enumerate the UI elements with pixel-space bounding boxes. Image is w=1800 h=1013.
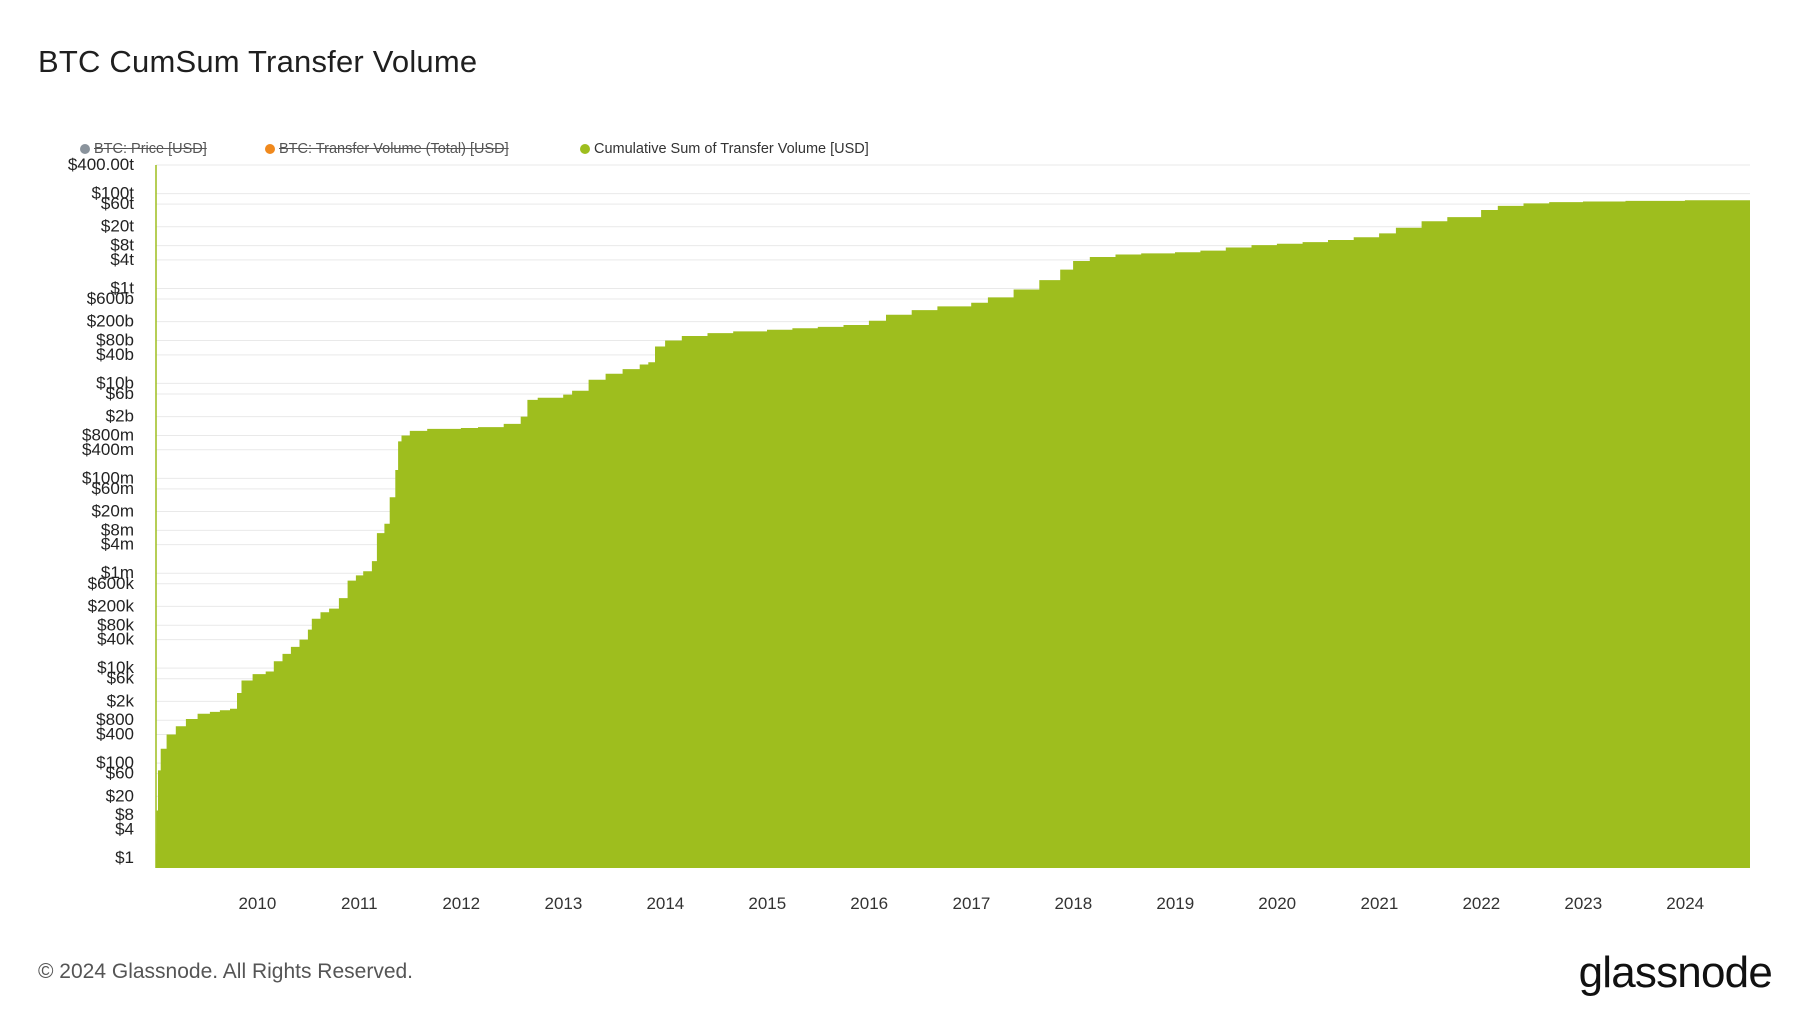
y-tick-label: $4t bbox=[110, 250, 134, 269]
x-tick-label: 2021 bbox=[1361, 894, 1399, 913]
legend-transfer-volume-label: BTC: Transfer Volume (Total) [USD] bbox=[279, 141, 509, 157]
x-tick-label: 2024 bbox=[1666, 894, 1704, 913]
legend-item-price[interactable]: BTC: Price [USD] bbox=[80, 141, 207, 157]
legend-item-cumulative-sum[interactable]: Cumulative Sum of Transfer Volume [USD] bbox=[580, 141, 869, 157]
y-tick-label: $100 bbox=[96, 753, 134, 772]
x-tick-label: 2013 bbox=[545, 894, 583, 913]
legend-price-label: BTC: Price [USD] bbox=[94, 141, 207, 157]
cumulative-volume-area bbox=[156, 199, 1750, 869]
copyright-notice: © 2024 Glassnode. All Rights Reserved. bbox=[38, 960, 414, 983]
x-tick-label: 2016 bbox=[850, 894, 888, 913]
y-tick-label: $60 bbox=[106, 764, 134, 783]
y-tick-label: $40k bbox=[97, 630, 134, 649]
y-tick-label: $2b bbox=[106, 407, 134, 426]
x-tick-label: 2012 bbox=[442, 894, 480, 913]
y-tick-label: $6b bbox=[106, 384, 134, 403]
legend-cumulative-sum-marker bbox=[580, 144, 590, 154]
x-tick-label: 2015 bbox=[748, 894, 786, 913]
x-tick-label: 2023 bbox=[1564, 894, 1602, 913]
y-tick-label: $20t bbox=[101, 217, 134, 236]
y-tick-label: $400 bbox=[96, 725, 134, 744]
y-tick-label: $100m bbox=[82, 468, 134, 487]
y-tick-label: $10b bbox=[96, 373, 134, 392]
y-tick-label: $1 bbox=[115, 848, 134, 867]
x-tick-label: 2014 bbox=[646, 894, 684, 913]
y-tick-label: $60m bbox=[91, 479, 134, 498]
y-tick-label: $2k bbox=[107, 691, 135, 710]
y-tick-label: $10k bbox=[97, 658, 134, 677]
x-tick-label: 2011 bbox=[341, 894, 378, 913]
y-tick-label: $1m bbox=[101, 563, 134, 582]
x-axis-ticks: 2010 2011 2012 2013 2014 2015 2016 2017 2018 2019… bbox=[238, 894, 1704, 913]
y-tick-label: $200b bbox=[87, 312, 134, 331]
y-tick-label: $800m bbox=[82, 425, 134, 444]
y-tick-label: $100t bbox=[91, 184, 134, 203]
y-tick-label: $1t bbox=[110, 278, 134, 297]
y-tick-label: $600b bbox=[87, 289, 134, 308]
y-tick-label: $4m bbox=[101, 535, 134, 554]
y-tick-label: $20m bbox=[91, 502, 134, 521]
y-tick-label: $20 bbox=[106, 786, 134, 805]
x-tick-label: 2022 bbox=[1462, 894, 1500, 913]
chart-title: BTC CumSum Transfer Volume bbox=[38, 44, 478, 79]
y-tick-label: $400.00t bbox=[68, 155, 134, 174]
y-tick-label: $600k bbox=[88, 574, 135, 593]
x-tick-label: 2017 bbox=[953, 894, 991, 913]
x-tick-label: 2010 bbox=[238, 894, 276, 913]
x-tick-label: 2018 bbox=[1054, 894, 1092, 913]
y-tick-label: $6k bbox=[107, 669, 135, 688]
legend-price-marker bbox=[80, 144, 90, 154]
y-axis-ticks: $400.00t $100t$60t $20t$8t$4t $1t$600b $200b… bbox=[68, 155, 135, 867]
y-tick-label: $200k bbox=[88, 596, 135, 615]
y-tick-label: $4 bbox=[115, 819, 134, 838]
x-tick-label: 2020 bbox=[1258, 894, 1296, 913]
y-tick-label: $60t bbox=[101, 194, 134, 213]
y-tick-label: $8t bbox=[110, 236, 134, 255]
legend-cumulative-sum-label: Cumulative Sum of Transfer Volume [USD] bbox=[594, 141, 869, 157]
y-tick-label: $8m bbox=[101, 520, 134, 539]
y-tick-label: $8 bbox=[115, 805, 134, 824]
legend-transfer-volume-marker bbox=[265, 144, 275, 154]
y-tick-label: $80b bbox=[96, 331, 134, 350]
y-tick-label: $80k bbox=[97, 615, 134, 634]
y-tick-label: $800 bbox=[96, 710, 134, 729]
y-tick-label: $400m bbox=[82, 440, 134, 459]
x-tick-label: 2019 bbox=[1156, 894, 1194, 913]
glassnode-logo[interactable]: glassnode bbox=[1578, 948, 1773, 997]
legend-item-transfer-volume[interactable]: BTC: Transfer Volume (Total) [USD] bbox=[265, 141, 509, 157]
y-tick-label: $40b bbox=[96, 345, 134, 364]
